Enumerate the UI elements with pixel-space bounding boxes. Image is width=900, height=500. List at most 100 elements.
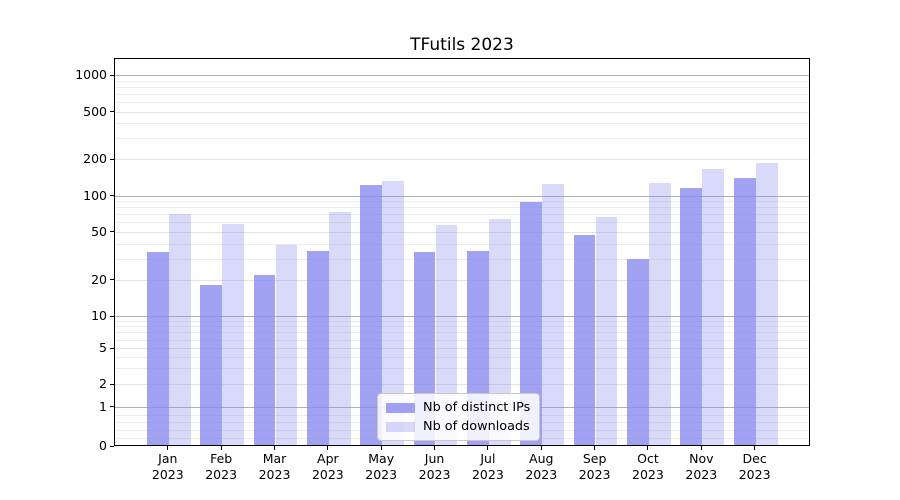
legend-label-downloads: Nb of downloads <box>423 419 530 434</box>
gridline <box>115 316 809 317</box>
bar-dec-distinct-ips <box>733 178 756 445</box>
x-tick-label-oct: Oct 2023 <box>632 451 664 482</box>
legend: Nb of distinct IPs Nb of downloads <box>377 393 540 441</box>
y-tick-label: 1000 <box>75 67 107 83</box>
y-tick-mark <box>110 279 114 281</box>
y-tick-mark <box>110 158 114 160</box>
x-tick-label-feb: Feb 2023 <box>205 451 238 482</box>
x-tick-label-aug: Aug 2023 <box>525 451 558 482</box>
x-tick-mark <box>220 446 222 450</box>
gridline <box>115 258 809 260</box>
bar-apr-downloads <box>328 212 351 445</box>
bar-mar-downloads <box>275 244 298 445</box>
bar-jul-downloads <box>489 219 511 445</box>
bar-jan-distinct-ips <box>146 252 169 445</box>
legend-swatch-distinct-ips <box>386 402 415 413</box>
y-tick-label: 50 <box>91 223 107 239</box>
y-tick-mark <box>110 383 114 385</box>
gridline <box>115 320 809 322</box>
bar-aug-downloads <box>542 184 565 445</box>
bar-sep-downloads <box>595 217 618 445</box>
x-tick-mark <box>647 446 649 450</box>
bar-feb-downloads <box>222 224 245 445</box>
bar-sep-distinct-ips <box>573 235 596 445</box>
bar-jan-downloads <box>168 214 191 445</box>
y-tick-mark <box>110 74 114 76</box>
x-tick-label-mar: Mar 2023 <box>258 451 291 482</box>
y-tick-label: 2 <box>99 376 107 392</box>
gridline <box>115 384 809 386</box>
bar-may-distinct-ips <box>360 185 383 445</box>
y-tick-label: 200 <box>83 151 107 167</box>
x-tick-mark <box>487 446 489 450</box>
bar-nov-downloads <box>702 168 725 445</box>
x-tick-label-dec: Dec 2023 <box>738 451 771 482</box>
x-tick-mark <box>540 446 542 450</box>
gridline <box>115 123 809 125</box>
y-tick-mark <box>110 347 114 349</box>
legend-item-downloads: Nb of downloads <box>386 419 530 434</box>
gridline <box>115 87 809 89</box>
y-tick-mark <box>110 315 114 317</box>
y-tick-mark <box>110 111 114 113</box>
y-tick-mark <box>110 231 114 233</box>
x-tick-mark <box>274 446 275 450</box>
x-tick-mark <box>327 446 329 450</box>
gridline <box>115 339 809 341</box>
y-tick-label: 0 <box>99 438 107 453</box>
y-tick-label: 500 <box>83 103 107 119</box>
y-tick-mark <box>110 445 114 447</box>
x-tick-mark <box>380 446 382 450</box>
bar-oct-distinct-ips <box>627 258 649 445</box>
x-tick-label-jan: Jan 2023 <box>151 451 184 482</box>
x-tick-label-jul: Jul 2023 <box>471 451 504 482</box>
y-tick-label: 100 <box>83 187 107 203</box>
gridline <box>115 356 809 358</box>
gridline <box>115 368 809 370</box>
gridline <box>115 222 809 224</box>
bar-aug-distinct-ips <box>520 201 543 445</box>
gridline <box>115 243 809 245</box>
bar-apr-distinct-ips <box>306 250 329 445</box>
gridline <box>115 214 809 216</box>
bar-dec-downloads <box>755 162 778 445</box>
gridline <box>115 195 809 197</box>
x-tick-label-apr: Apr 2023 <box>311 451 344 482</box>
gridline <box>115 159 809 161</box>
x-tick-label-nov: Nov 2023 <box>685 451 718 482</box>
gridline <box>115 207 809 209</box>
x-tick-label-may: May 2023 <box>365 451 398 482</box>
y-tick-mark <box>110 195 114 197</box>
plot-area <box>114 58 810 446</box>
y-tick-mark <box>110 406 114 408</box>
legend-label-distinct-ips: Nb of distinct IPs <box>423 400 531 415</box>
x-tick-label-jun: Jun 2023 <box>418 451 451 482</box>
y-tick-label: 5 <box>99 340 107 355</box>
x-tick-mark <box>167 446 169 450</box>
gridline <box>115 201 809 203</box>
gridline <box>115 279 809 281</box>
bar-mar-distinct-ips <box>253 274 276 445</box>
gridline <box>115 75 809 77</box>
gridline <box>115 231 809 233</box>
gridline <box>115 348 809 349</box>
bar-feb-distinct-ips <box>200 285 223 445</box>
x-tick-mark <box>700 446 702 450</box>
gridline <box>115 326 809 328</box>
gridline <box>115 111 809 113</box>
gridline <box>115 138 809 140</box>
bar-oct-downloads <box>649 183 671 445</box>
legend-swatch-downloads <box>386 421 415 432</box>
bar-jun-downloads <box>435 225 458 445</box>
chart-title: TFutils 2023 <box>410 35 514 55</box>
bar-nov-distinct-ips <box>680 188 703 445</box>
x-tick-mark <box>754 446 756 450</box>
x-tick-mark <box>594 446 596 450</box>
gridline <box>115 94 809 96</box>
gridline <box>115 102 809 104</box>
gridline <box>115 332 809 334</box>
y-tick-label: 1 <box>99 398 107 414</box>
x-tick-mark <box>434 446 436 450</box>
y-tick-label: 10 <box>91 308 107 323</box>
